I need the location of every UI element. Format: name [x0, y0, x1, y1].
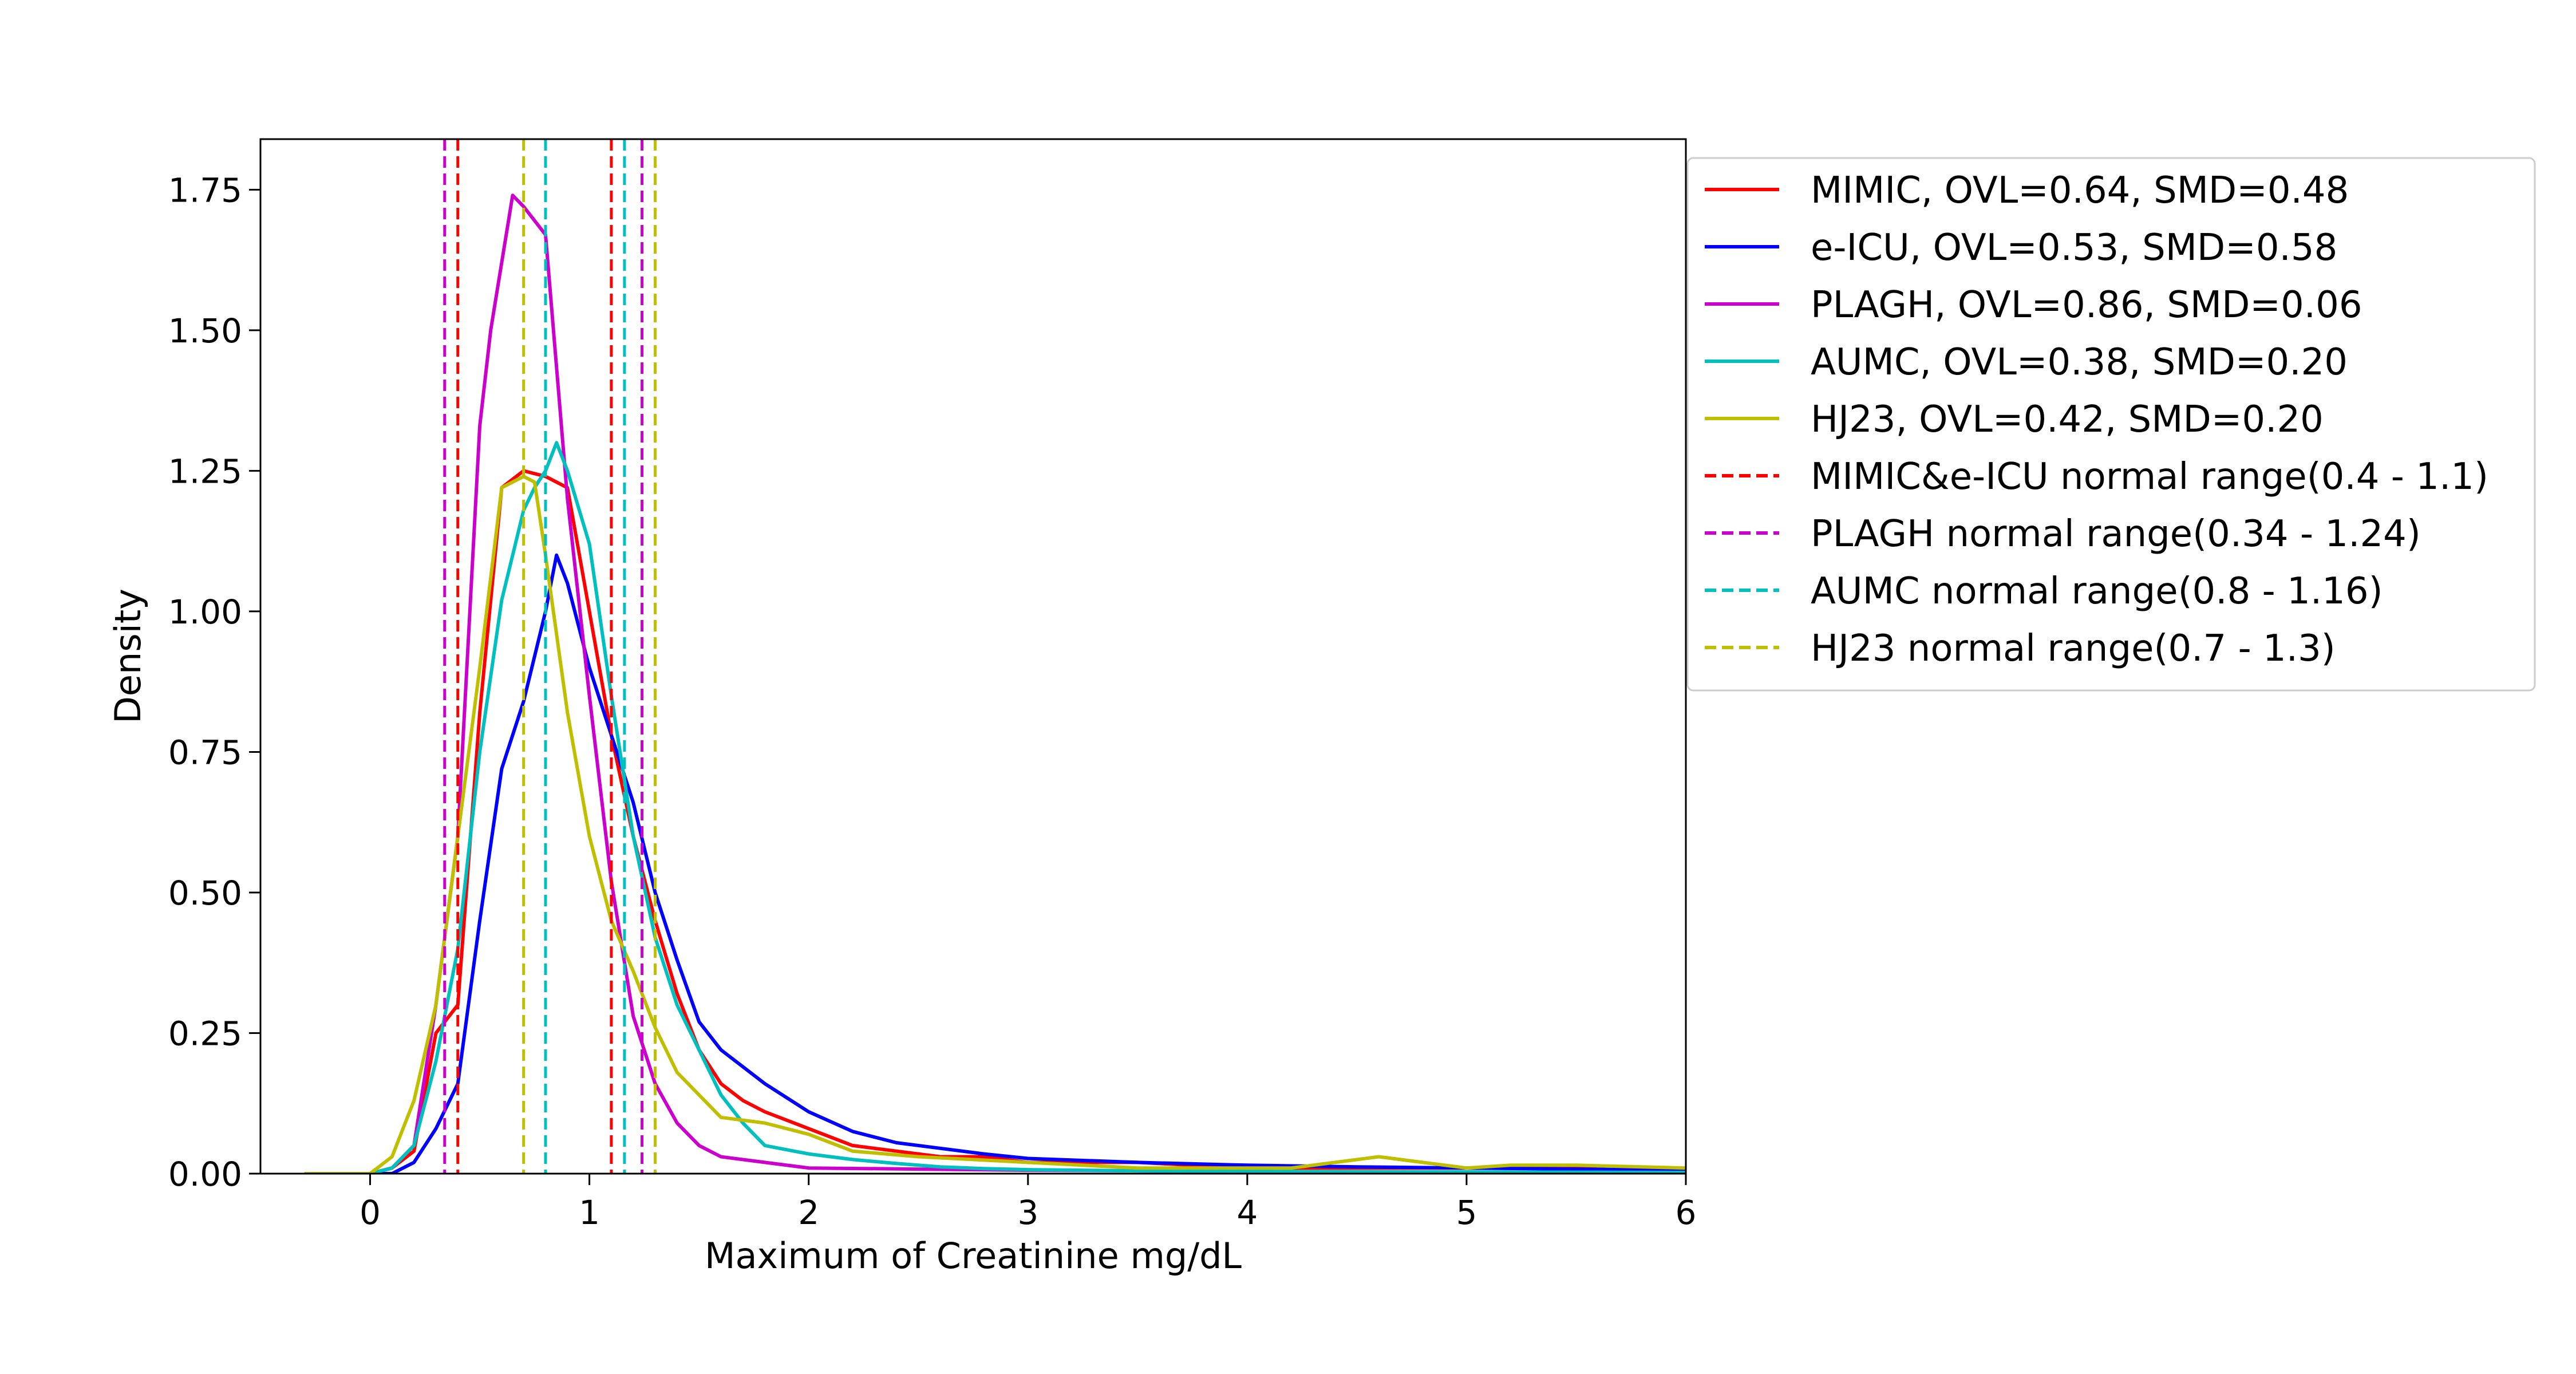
y-tick-label: 1.75: [168, 171, 242, 210]
legend-label-1: e-ICU, OVL=0.53, SMD=0.58: [1811, 227, 2337, 269]
y-tick-label: 0.00: [168, 1155, 242, 1194]
legend-label-2: PLAGH, OVL=0.86, SMD=0.06: [1811, 284, 2362, 326]
x-tick-label: 3: [1017, 1193, 1038, 1232]
legend-label-8: HJ23 normal range(0.7 - 1.3): [1811, 627, 2336, 670]
legend-label-7: AUMC normal range(0.8 - 1.16): [1811, 570, 2383, 613]
plot-area-frame: [259, 138, 1687, 1175]
y-axis: 0.00 0.25 0.50 0.75 1.00 1.25 1.50 1.75: [168, 171, 260, 1194]
x-tick-label: 5: [1456, 1193, 1477, 1232]
x-tick-label: 4: [1236, 1193, 1258, 1232]
y-tick-label: 0.25: [168, 1014, 242, 1053]
x-tick-label: 2: [798, 1193, 819, 1232]
legend-label-0: MIMIC, OVL=0.64, SMD=0.48: [1811, 169, 2349, 212]
series-line-4: [304, 475, 1686, 1174]
y-tick-label: 0.75: [168, 733, 242, 772]
series-line-3: [304, 441, 1686, 1174]
legend-label-4: HJ23, OVL=0.42, SMD=0.20: [1811, 398, 2324, 441]
y-tick-label: 0.50: [168, 874, 242, 913]
y-tick-label: 1.50: [168, 311, 242, 350]
x-tick-label: 0: [359, 1193, 381, 1232]
x-axis-title: Maximum of Creatinine mg/dL: [705, 1235, 1242, 1277]
series-line-2: [304, 194, 1686, 1174]
legend-label-5: MIMIC&e-ICU normal range(0.4 - 1.1): [1811, 456, 2488, 498]
legend-label-6: PLAGH normal range(0.34 - 1.24): [1811, 513, 2421, 555]
legend-label-3: AUMC, OVL=0.38, SMD=0.20: [1811, 341, 2348, 384]
y-tick-label: 1.00: [168, 593, 242, 631]
series-line-0: [304, 469, 1686, 1174]
y-axis-title: Density: [107, 589, 149, 724]
series-layer: [304, 194, 1686, 1174]
normal-range-layer: [443, 139, 657, 1174]
legend-frame: [1686, 157, 2536, 692]
series-line-1: [304, 553, 1686, 1174]
legend: MIMIC, OVL=0.64, SMD=0.48 e-ICU, OVL=0.53…: [1686, 157, 2536, 692]
x-axis: 0 1 2 3 4 5 6: [359, 1174, 1696, 1232]
y-tick-label: 1.25: [168, 452, 242, 491]
x-tick-label: 1: [579, 1193, 600, 1232]
x-tick-label: 6: [1676, 1193, 1697, 1232]
